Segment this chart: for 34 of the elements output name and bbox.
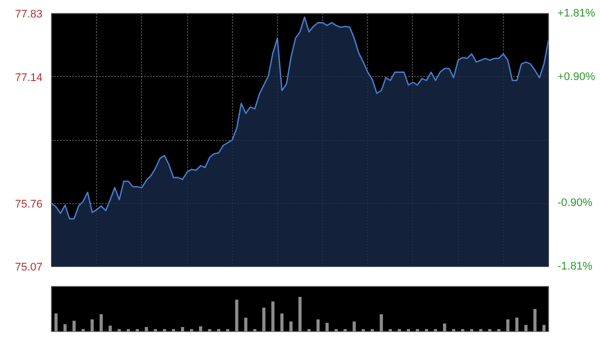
- bar: [352, 321, 356, 332]
- bar: [298, 296, 302, 332]
- bar: [515, 318, 518, 332]
- bar: [289, 321, 293, 332]
- y2-tick-label: +1.81%: [558, 8, 596, 20]
- bar: [542, 324, 546, 332]
- bar: [90, 319, 94, 332]
- bar: [443, 324, 446, 332]
- bar: [280, 314, 284, 332]
- y2-tick-label: +0.90%: [558, 71, 596, 84]
- bar: [380, 314, 383, 332]
- bar: [271, 301, 274, 332]
- y2-tick-label: -0.90%: [558, 196, 593, 209]
- bar: [235, 300, 238, 332]
- bar: [506, 319, 510, 332]
- bar: [180, 327, 184, 332]
- bar: [72, 320, 76, 332]
- bar: [54, 314, 58, 332]
- bar: [316, 319, 320, 332]
- bar: [533, 309, 537, 332]
- bar: [244, 318, 248, 332]
- bar: [199, 326, 202, 332]
- bar: [262, 308, 266, 332]
- bar: [108, 326, 112, 332]
- bar: [326, 322, 329, 332]
- y-tick-label: 77.14: [14, 72, 43, 84]
- y-tick-label: 75.07: [14, 262, 43, 274]
- bar: [144, 327, 148, 332]
- y-tick-label: 75.76: [14, 198, 43, 210]
- y-tick-label: 77.83: [14, 8, 43, 20]
- y2-tick-label: -1.81%: [558, 260, 593, 272]
- bar: [524, 324, 528, 332]
- bar: [63, 324, 67, 332]
- bar: [100, 314, 103, 332]
